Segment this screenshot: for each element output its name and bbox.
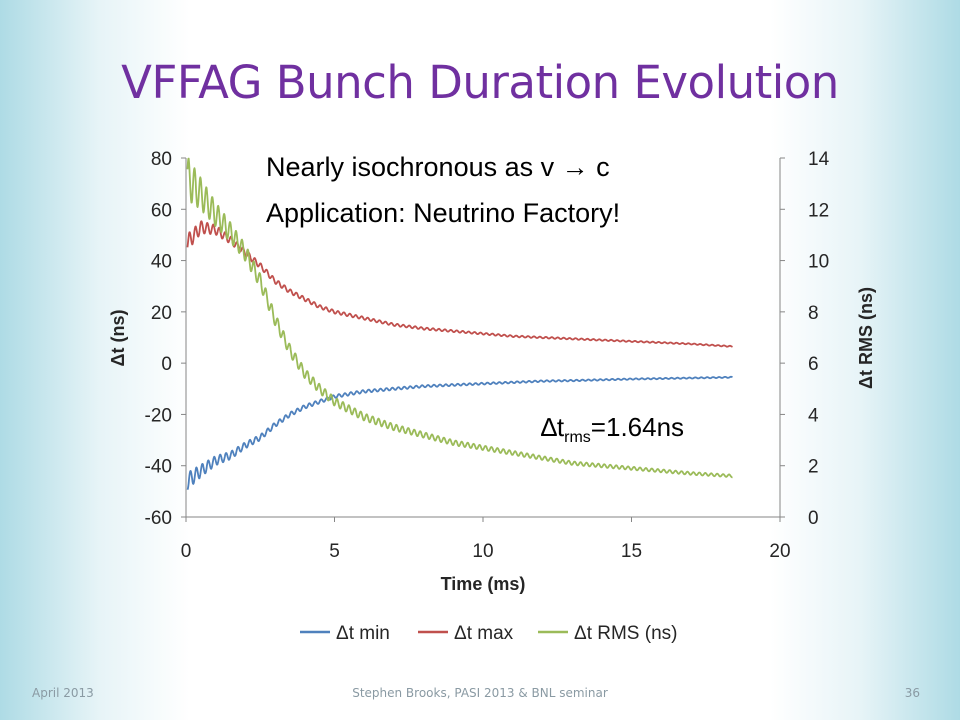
x-tick-label: 15 [621,541,642,562]
x-axis-title: Time (ms) [441,574,526,594]
y-tick-label-left: 20 [151,303,172,324]
legend-label: Δt min [336,623,390,644]
x-tick-label: 5 [329,541,340,562]
series-lines [186,157,733,491]
footer-date: April 2013 [32,686,94,700]
series-line-3 [186,157,733,479]
series-line-1 [186,375,733,491]
y-tick-label-right: 8 [808,303,819,324]
rms-note-value: =1.64ns [590,412,685,442]
y-tick-label-left: -20 [145,405,172,426]
y-tick-label-right: 4 [808,405,819,426]
annotation-application: Application: Neutrino Factory! [262,198,625,229]
y-tick-label-left: 0 [161,354,172,375]
y-tick-label-right: 6 [808,354,819,375]
y-tick-label-left: 80 [151,149,172,170]
y-tick-label-right: 12 [808,200,829,221]
y-tick-label-right: 10 [808,252,829,273]
y-tick-label-left: 60 [151,200,172,221]
annotation-isochronous: Nearly isochronous as v → c [262,152,614,183]
y-axis-title-right: Δt RMS (ns) [856,287,876,389]
legend-label: Δt max [454,623,514,644]
y-tick-label-left: -60 [145,508,172,529]
y-tick-label-left: 40 [151,252,172,273]
legend: Δt min Δt max Δt RMS (ns) [300,623,677,644]
slide-title: VFFAG Bunch Duration Evolution [121,56,839,109]
legend-label: Δt RMS (ns) [574,623,677,644]
x-tick-label: 0 [181,541,192,562]
x-tick-label: 10 [472,541,493,562]
y-tick-label-right: 2 [808,457,819,478]
footer-author: Stephen Brooks, PASI 2013 & BNL seminar [352,686,608,700]
series-line-2 [186,220,733,348]
y-tick-label-left: -40 [145,457,172,478]
page-number: 36 [904,686,920,700]
rms-note-prefix: ∆t [541,412,565,442]
y-axis-title-left: Δt (ns) [108,310,128,367]
rms-note-subscript: rms [564,429,591,447]
axes: -60 -40 -20 0 20 40 60 80 0 2 4 6 8 10 12 14 0 5 10 15 20 Tim… [108,149,876,594]
y-tick-label-right: 0 [808,508,819,529]
annotation-rms: ∆trms=1.64ns [541,412,684,447]
x-tick-label: 20 [769,541,790,562]
y-tick-label-right: 14 [808,149,830,170]
